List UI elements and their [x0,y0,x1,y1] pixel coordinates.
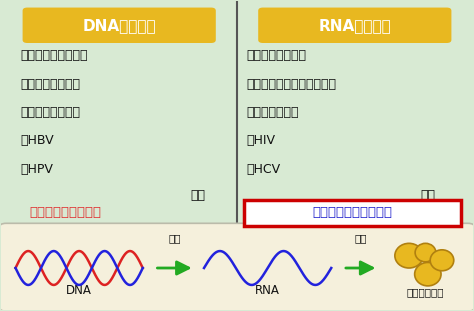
FancyBboxPatch shape [23,7,216,43]
Text: 安定、変異しにくい: 安定、変異しにくい [30,206,101,219]
Text: ・ヘルペスウイルス: ・ヘルペスウイルス [20,49,88,62]
FancyBboxPatch shape [244,200,461,226]
Text: 翻訳: 翻訳 [354,233,367,243]
Text: ・HIV: ・HIV [246,134,275,147]
Text: ・パルボウイルス: ・パルボウイルス [20,106,80,119]
Ellipse shape [395,243,423,268]
Text: ・アデノウイルス: ・アデノウイルス [20,77,80,91]
Text: など: など [421,189,436,202]
Text: DNA: DNA [66,284,92,297]
Ellipse shape [430,250,454,271]
Ellipse shape [415,262,441,286]
Text: DNAウイルス: DNAウイルス [82,18,156,33]
Text: ・ノロウイルス: ・ノロウイルス [246,106,299,119]
Text: 転写: 転写 [168,233,181,243]
Text: ・HCV: ・HCV [246,163,281,176]
FancyBboxPatch shape [0,223,474,311]
Text: タンパク合成: タンパク合成 [407,287,444,297]
Text: ・HBV: ・HBV [20,134,54,147]
FancyBboxPatch shape [258,7,451,43]
Text: RNAウイルス: RNAウイルス [319,18,391,33]
Ellipse shape [415,243,436,262]
Text: RNA: RNA [255,284,280,297]
Text: ・インフルエンザウイルス: ・インフルエンザウイルス [246,77,337,91]
Text: ・コロナウイルス: ・コロナウイルス [246,49,306,62]
Text: など: など [190,189,205,202]
Text: 不安定、変異しやすい: 不安定、変異しやすい [312,206,392,219]
Text: ・HPV: ・HPV [20,163,53,176]
